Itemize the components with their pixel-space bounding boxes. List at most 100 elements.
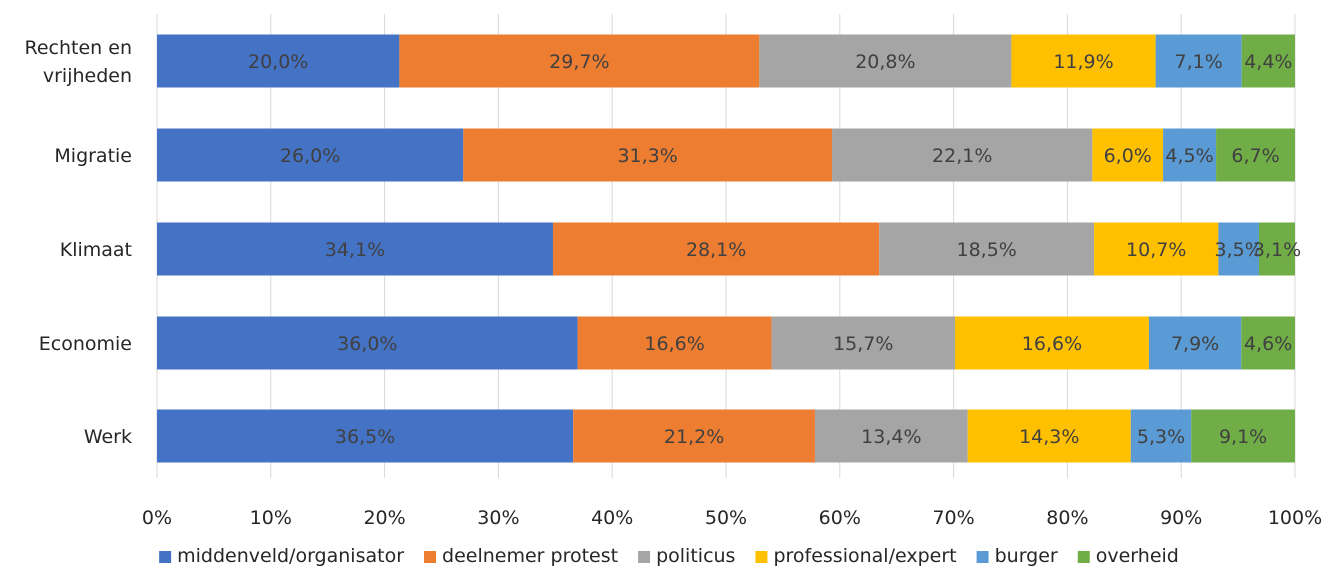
bars: 20,0% 29,7% 20,8% 11,9% 7,1% 4,4% 26,0% 31,3% 22… [157,34,1301,463]
category-label: Rechten en vrijheden [25,37,132,87]
bar-segment [1163,128,1217,182]
legend-swatch [424,551,437,563]
x-tick-label: 100% [1268,507,1322,529]
data-label: 14,3% [1019,426,1079,448]
bar-segment [1155,34,1242,88]
data-label: 15,7% [833,333,893,355]
bar-segment [1148,316,1242,370]
bar-segment [1259,222,1295,276]
category-label: Klimaat [60,239,132,261]
data-label: 4,4% [1244,51,1292,73]
legend-label: deelnemer protest [442,545,618,567]
data-label: 3,5% [1215,239,1263,261]
data-label: 28,1% [686,239,746,261]
legend-label: burger [995,545,1058,567]
legend-label: professional/expert [773,545,956,567]
x-tick-label: 20% [363,507,405,529]
bar-segment [463,128,833,182]
data-label: 4,5% [1165,145,1213,167]
data-label: 26,0% [280,145,340,167]
bar-segment [879,222,1095,276]
bar-segment [573,409,815,463]
legend-swatch [976,551,989,563]
category-label: Migratie [54,145,132,167]
bar-segment [157,128,464,182]
legend-label: overheid [1096,545,1179,567]
data-label: 6,7% [1231,145,1279,167]
x-tick-label: 50% [705,507,747,529]
legend-swatch [1077,551,1090,563]
category-label-line: Klimaat [60,239,132,261]
bar-segment [157,34,400,88]
x-axis: 0% 10% 20% 30% 40% 50% 60% 70% 80% 90% 100% [142,507,1322,529]
data-label: 36,5% [335,426,395,448]
data-label: 11,9% [1053,51,1113,73]
category-label-line: Rechten en [25,37,132,59]
bar-segment [814,409,968,463]
bar-segment [1241,316,1295,370]
data-label: 7,9% [1171,333,1219,355]
category-label-line: Economie [39,333,132,355]
data-label: 13,4% [861,426,921,448]
category-label-line: Werk [84,426,132,448]
data-label: 7,1% [1175,51,1223,73]
category-label: Werk [84,426,132,448]
bar-segment [1130,409,1192,463]
x-tick-label: 90% [1160,507,1202,529]
bar-segment [577,316,772,370]
bar-segment [832,128,1093,182]
bar-segment [955,316,1149,370]
data-label: 34,1% [325,239,385,261]
bar-segment [399,34,760,88]
data-label: 21,2% [664,426,724,448]
bar-segment [1216,128,1295,182]
category-label-line: vrijheden [43,65,132,87]
data-label: 20,0% [248,51,308,73]
x-tick-label: 80% [1046,507,1088,529]
data-label: 6,0% [1104,145,1152,167]
x-tick-label: 0% [142,507,172,529]
legend-swatch [159,551,172,563]
x-tick-label: 10% [250,507,292,529]
data-label: 16,6% [644,333,704,355]
bar-segment [759,34,1012,88]
data-label: 22,1% [932,145,992,167]
category-label-line: Migratie [54,145,132,167]
data-label: 4,6% [1244,333,1292,355]
bar-segment [1094,222,1219,276]
x-tick-label: 30% [477,507,519,529]
bar-segment [771,316,956,370]
legend-label: politicus [656,545,735,567]
bar-segment [1191,409,1295,463]
x-tick-label: 60% [819,507,861,529]
data-label: 29,7% [549,51,609,73]
category-label: Economie [39,333,132,355]
bar-segment [967,409,1131,463]
data-label: 5,3% [1137,426,1185,448]
bar-segment [1241,34,1295,88]
bar-segment [157,222,553,276]
data-label: 31,3% [617,145,677,167]
data-label: 16,6% [1022,333,1082,355]
legend-swatch [755,551,768,563]
x-tick-label: 70% [932,507,974,529]
y-axis: Rechten en vrijheden Migratie Klimaat Econom… [25,37,132,448]
bar-segment [1218,222,1260,276]
legend-swatch [638,551,651,563]
bar-segment [1011,34,1156,88]
data-label: 20,8% [855,51,915,73]
data-label: 36,0% [337,333,397,355]
data-label: 3,1% [1253,239,1301,261]
bar-segment [1092,128,1164,182]
data-label: 18,5% [957,239,1017,261]
bar-segment [157,316,578,370]
bar-segment [552,222,880,276]
legend: middenveld/organisator deelnemer protest p… [159,545,1179,567]
x-tick-label: 40% [591,507,633,529]
legend-label: middenveld/organisator [177,545,404,567]
bar-segment [157,409,574,463]
data-label: 10,7% [1126,239,1186,261]
data-label: 9,1% [1219,426,1267,448]
